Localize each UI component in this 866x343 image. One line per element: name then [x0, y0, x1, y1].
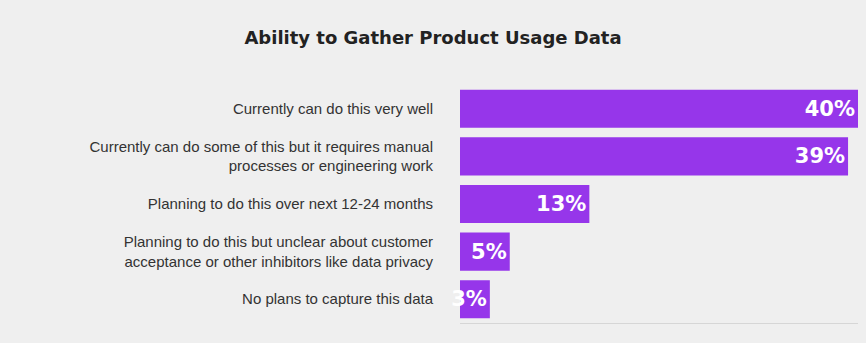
- svg-text:3%: 3%: [451, 287, 487, 311]
- svg-text:Planning to do this but unclea: Planning to do this but unclear about cu…: [124, 233, 434, 270]
- svg-text:No plans to capture this data: No plans to capture this data: [242, 290, 434, 307]
- svg-text:Ability to Gather Product Usag: Ability to Gather Product Usage Data: [244, 27, 621, 48]
- svg-text:Currently can do some of this: Currently can do some of this but it req…: [90, 138, 434, 175]
- svg-text:13%: 13%: [536, 192, 586, 216]
- svg-text:40%: 40%: [805, 97, 855, 121]
- svg-text:Planning to do this over next: Planning to do this over next 12-24 mont…: [148, 195, 433, 212]
- svg-text:39%: 39%: [795, 144, 845, 168]
- svg-text:Currently can do this very wel: Currently can do this very well: [233, 100, 433, 117]
- svg-text:5%: 5%: [471, 240, 507, 264]
